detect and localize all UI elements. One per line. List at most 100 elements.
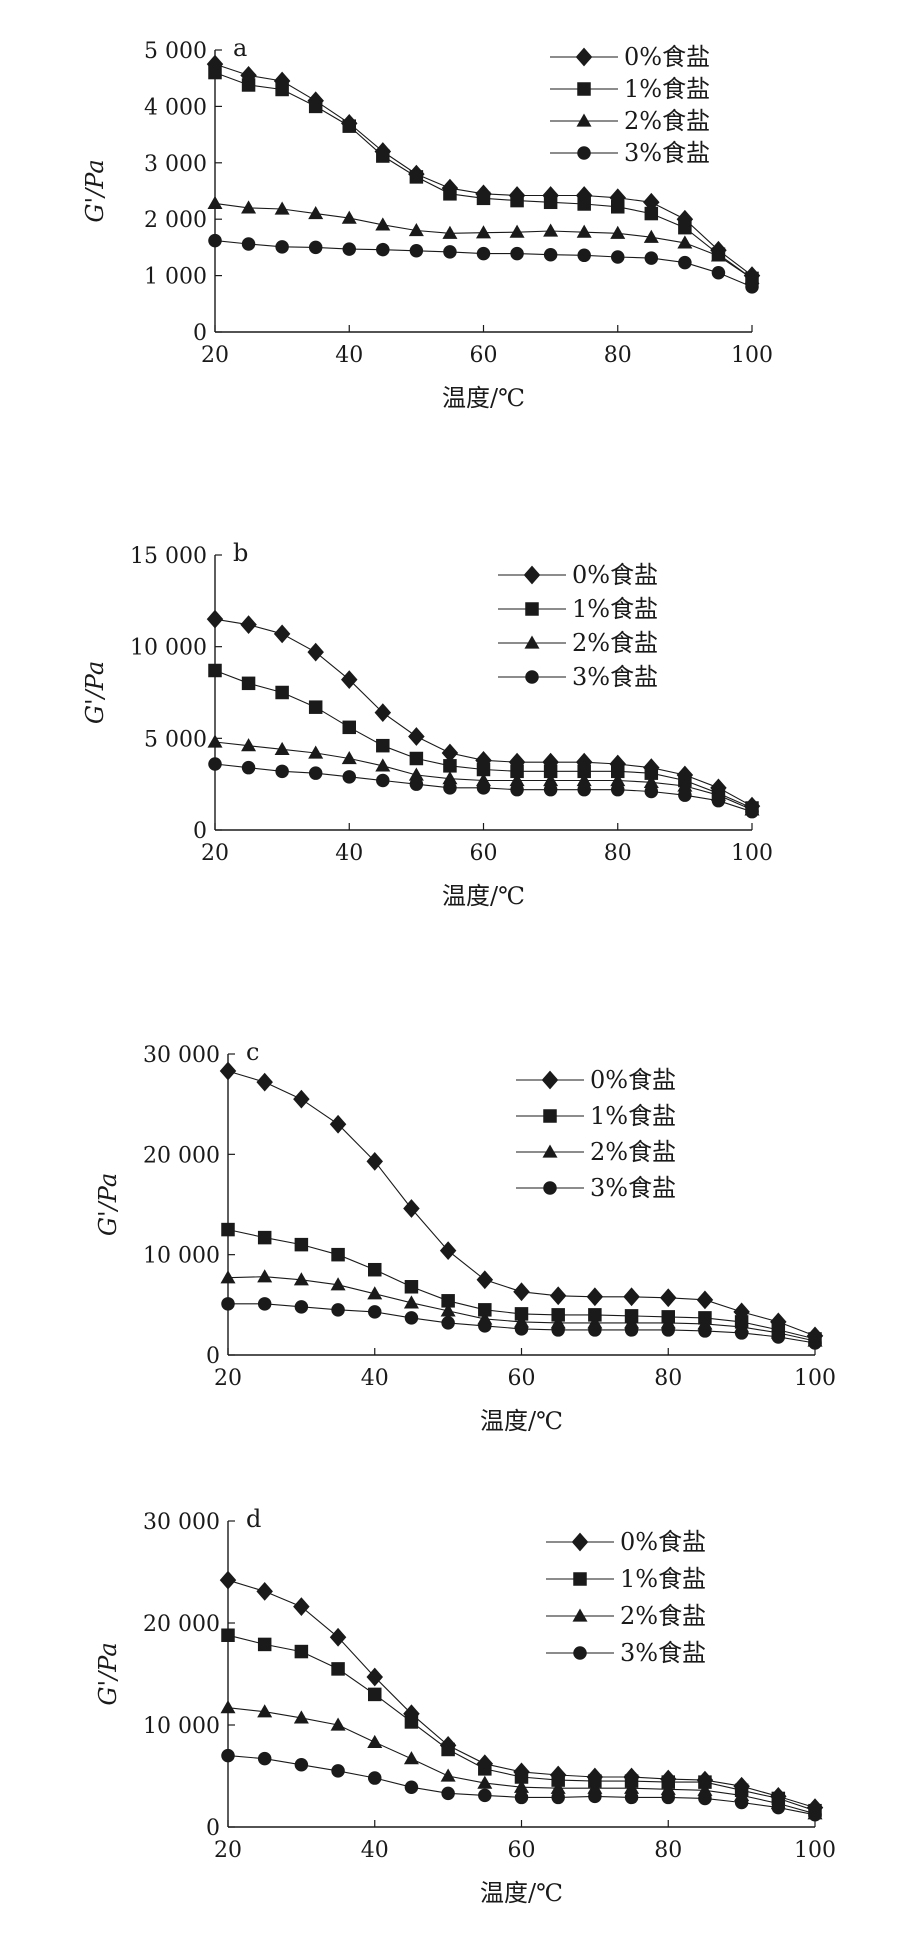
x-tick-label: 40 <box>361 1366 389 1391</box>
data-point <box>219 1061 237 1081</box>
y-tick-label: 4 000 <box>144 95 207 120</box>
data-point <box>514 1790 529 1805</box>
data-point <box>367 1286 383 1300</box>
data-point <box>514 1779 529 1793</box>
data-point <box>476 762 491 777</box>
data-point <box>375 758 391 772</box>
data-point <box>510 782 524 797</box>
data-point <box>509 773 525 787</box>
data-point <box>477 1775 493 1789</box>
data-point <box>660 1288 677 1308</box>
data-point <box>441 1786 455 1801</box>
data-point <box>698 1775 712 1789</box>
legend-marker <box>543 1109 557 1123</box>
y-tick-label: 5 000 <box>144 39 207 64</box>
x-tick-label: 60 <box>470 841 498 866</box>
data-point <box>274 201 290 215</box>
chart-panel-b: 0 5 000 10 000 15 000 20 40 60 80 100 温度/℃ G'/Pa b 0… <box>81 539 773 910</box>
data-point <box>403 1751 419 1765</box>
data-point <box>543 247 558 262</box>
data-point <box>273 624 291 644</box>
y-axis-label: G'/Pa <box>94 1173 122 1236</box>
data-point <box>440 1303 456 1317</box>
legend-label: 3%食盐 <box>572 663 658 691</box>
y-tick-label: 10 000 <box>143 1714 220 1739</box>
chart-panel-d: 0 10 000 20 000 30 000 20 40 60 80 100 温度/℃ G'/Pa d… <box>94 1505 836 1907</box>
data-point <box>577 782 591 797</box>
data-point <box>275 240 289 254</box>
data-point <box>696 1290 714 1310</box>
data-point <box>367 1734 383 1748</box>
data-point <box>308 766 323 780</box>
y-tick-label: 20 000 <box>143 1612 220 1637</box>
y-tick-label: 0 <box>193 321 207 346</box>
data-point <box>478 1788 492 1803</box>
legend-entry: 3%食盐 <box>550 139 710 167</box>
legend-marker <box>542 1144 558 1158</box>
data-point <box>443 187 457 201</box>
data-point <box>341 751 357 765</box>
data-point <box>329 1114 347 1134</box>
chart-panel-a: 0 1 000 2 000 3 000 4 000 5 000 20 40 60 80 100 温度/… <box>81 34 773 412</box>
x-tick-label: 20 <box>214 1366 242 1391</box>
data-point <box>342 119 356 133</box>
x-axis-label: 温度/℃ <box>442 882 525 910</box>
data-point <box>588 1789 602 1804</box>
data-point <box>710 248 726 262</box>
data-point <box>274 741 290 755</box>
data-point <box>220 1270 236 1284</box>
data-point <box>308 99 323 114</box>
legend-marker <box>543 1181 557 1195</box>
data-point <box>404 1280 419 1294</box>
data-point <box>307 642 324 662</box>
y-tick-label: 0 <box>193 819 207 844</box>
data-point <box>257 1751 272 1766</box>
data-point <box>293 1089 310 1109</box>
data-point <box>376 773 390 788</box>
data-point <box>478 1762 492 1776</box>
data-point <box>550 1780 566 1794</box>
series-circle <box>208 233 759 294</box>
data-point <box>771 1330 786 1344</box>
y-tick-label: 10 000 <box>143 1244 220 1269</box>
x-tick-label: 80 <box>654 1366 682 1391</box>
chart-panel-c: 0 10 000 20 000 30 000 20 40 60 80 100 温度/℃ G'/Pa c… <box>94 1038 836 1435</box>
data-point <box>611 200 625 214</box>
y-axis-label: G'/Pa <box>94 1642 122 1705</box>
data-point <box>294 1758 309 1772</box>
data-point <box>745 804 759 819</box>
y-tick-label: 10 000 <box>130 636 207 661</box>
y-tick-label: 30 000 <box>143 1043 220 1068</box>
y-tick-label: 15 000 <box>130 544 207 569</box>
data-point <box>611 764 625 779</box>
series-square <box>221 1222 822 1346</box>
data-point <box>368 1687 382 1702</box>
data-point <box>643 229 659 243</box>
y-tick-label: 20 000 <box>143 1143 220 1168</box>
data-point <box>441 1294 455 1308</box>
data-point <box>308 206 324 220</box>
data-point <box>551 1308 565 1322</box>
data-point <box>644 766 659 780</box>
y-tick-label: 1 000 <box>144 265 207 290</box>
data-point <box>771 1800 786 1815</box>
series-square <box>208 65 759 286</box>
x-tick-label: 20 <box>214 1838 242 1863</box>
data-point <box>275 685 289 700</box>
data-point <box>509 224 525 238</box>
data-point <box>329 1627 347 1647</box>
x-tick-label: 40 <box>361 1838 389 1863</box>
series-circle <box>221 1748 822 1822</box>
data-point <box>403 1199 420 1218</box>
data-point <box>241 738 257 752</box>
data-point <box>409 170 424 184</box>
legend-entry: 0%食盐 <box>498 561 658 589</box>
legend-marker <box>571 1532 589 1552</box>
data-point <box>240 615 257 635</box>
data-point <box>677 235 693 249</box>
data-point <box>308 700 323 714</box>
data-point <box>808 1808 822 1822</box>
data-point <box>376 242 390 257</box>
y-tick-label: 5 000 <box>144 727 207 752</box>
data-point <box>293 1272 309 1286</box>
